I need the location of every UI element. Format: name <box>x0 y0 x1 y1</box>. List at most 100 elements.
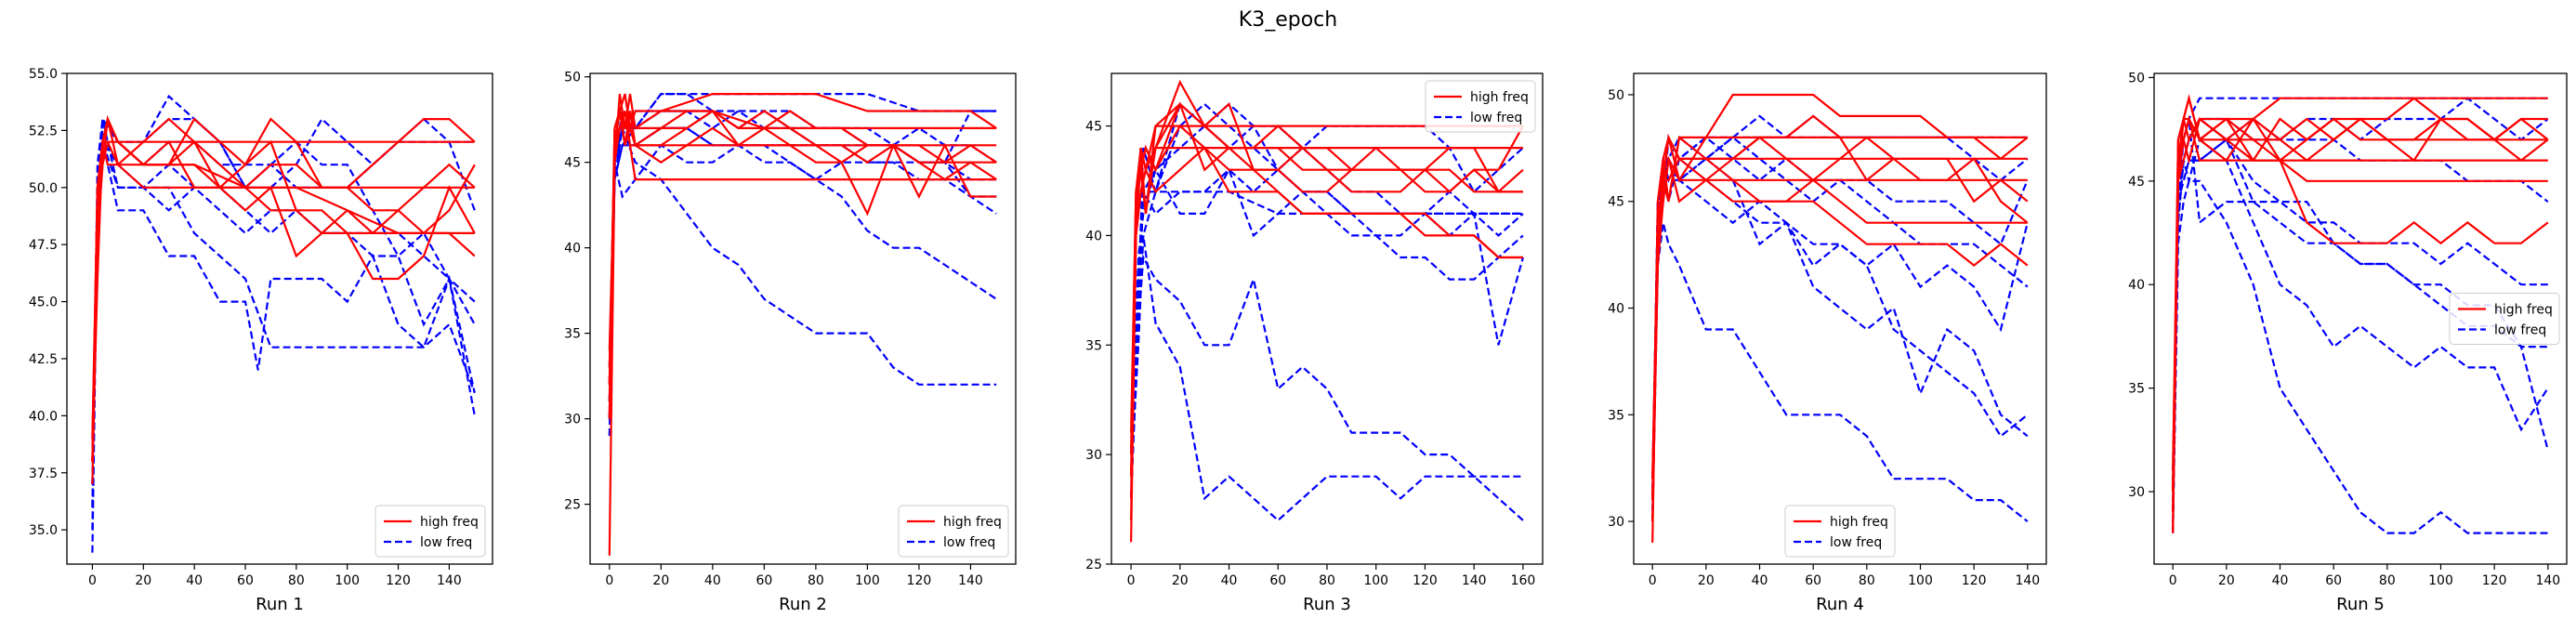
series-group <box>1130 79 1524 543</box>
y-tick-label: 25 <box>1085 558 1102 572</box>
x-tick-label: 60 <box>1269 573 1286 588</box>
y-tick-label: 40 <box>1608 302 1624 317</box>
x-tick-label: 80 <box>808 573 824 588</box>
x-tick-label: 80 <box>2379 573 2396 588</box>
x-tick-label: 60 <box>2325 573 2342 588</box>
y-tick-label: 40 <box>564 242 581 256</box>
high-freq-series-line-6 <box>1651 114 2029 522</box>
high-freq-series-line-5 <box>1651 135 2028 501</box>
x-tick-label: 120 <box>1413 573 1438 588</box>
x-tick-label: 120 <box>1962 573 1987 588</box>
high-freq-series-line-8 <box>1651 157 2029 501</box>
high-freq-series-line-2 <box>608 92 997 419</box>
x-axis-label: Run 3 <box>1303 595 1351 614</box>
y-tick-label: 45 <box>1085 120 1102 135</box>
legend-label-high: high freq <box>943 515 1002 530</box>
x-tick-label: 140 <box>958 573 983 588</box>
y-tick-label: 55.0 <box>29 67 58 82</box>
x-tick-label: 160 <box>1511 573 1536 588</box>
y-tick-label: 40 <box>2128 278 2145 293</box>
high-freq-series-line-6 <box>2172 117 2549 471</box>
x-tick-label: 140 <box>2015 573 2040 588</box>
x-tick-label: 140 <box>2535 573 2560 588</box>
legend: high freq low freq <box>1784 505 1896 558</box>
x-tick-label: 40 <box>1221 573 1238 588</box>
high-freq-series-line-7 <box>608 111 997 419</box>
y-tick-label: 45 <box>2128 175 2145 190</box>
legend-box <box>1425 80 1536 133</box>
low-freq-series-line-6 <box>608 125 997 419</box>
low-freq-series-line-1 <box>2172 97 2548 513</box>
high-freq-series-line-8 <box>91 115 476 462</box>
low-freq-series-line-8 <box>1130 235 1523 522</box>
axes-frame <box>2153 72 2568 565</box>
x-tick-label: 40 <box>704 573 721 588</box>
legend-box <box>2449 293 2560 345</box>
x-tick-label: 100 <box>2428 573 2453 588</box>
high-freq-series-line-5 <box>91 117 476 439</box>
legend: high freq low freq <box>1425 80 1536 133</box>
legend-label-high: high freq <box>420 515 479 530</box>
x-tick-label: 20 <box>1172 573 1189 588</box>
x-tick-label: 20 <box>2218 573 2235 588</box>
x-axis-label: Run 5 <box>2336 595 2385 614</box>
x-tick-label: 0 <box>1649 573 1657 588</box>
y-tick-label: 45.0 <box>29 296 58 310</box>
y-tick-label: 30 <box>1085 448 1102 463</box>
low-freq-series-line-6 <box>1651 157 2029 522</box>
y-tick-label: 30 <box>1608 515 1624 530</box>
x-tick-label: 120 <box>386 573 411 588</box>
x-tick-label: 20 <box>652 573 669 588</box>
x-tick-label: 0 <box>88 573 97 588</box>
legend-label-high: high freq <box>1470 90 1529 105</box>
y-tick-label: 50 <box>1608 88 1624 103</box>
x-tick-label: 100 <box>1363 573 1388 588</box>
y-tick-label: 42.5 <box>29 352 58 367</box>
y-tick-label: 50 <box>2128 71 2145 85</box>
series-group <box>91 94 476 553</box>
y-tick-label: 35 <box>1608 408 1624 423</box>
y-tick-label: 35 <box>564 327 581 342</box>
legend: high freq low freq <box>898 505 1009 558</box>
high-freq-series-line-6 <box>608 110 997 402</box>
legend-label-low: low freq <box>1830 535 1882 550</box>
x-tick-label: 60 <box>756 573 772 588</box>
subplot-4: 0 20 40 60 80 100 120 140 30 35 40 45 50 Run 4 high fr… <box>1608 72 2047 614</box>
x-axis-label: Run 2 <box>779 595 827 614</box>
y-tick-label: 50.0 <box>29 181 58 196</box>
legend-label-low: low freq <box>943 535 995 550</box>
low-freq-series-line-5 <box>608 110 997 419</box>
x-tick-label: 0 <box>2169 573 2177 588</box>
plot-area <box>1111 73 1543 564</box>
y-tick-label: 45 <box>564 156 581 171</box>
high-freq-series-line-8 <box>1130 146 1523 520</box>
y-tick-label: 35 <box>2128 382 2145 397</box>
x-tick-label: 140 <box>1462 573 1487 588</box>
legend-box <box>898 505 1009 558</box>
x-tick-label: 80 <box>1319 573 1335 588</box>
high-freq-series-line-8 <box>2172 94 2548 493</box>
subplot-2: 0 20 40 60 80 100 120 140 25 30 35 40 45 50 Run 2 high … <box>564 71 1017 614</box>
y-tick-label: 30 <box>2128 485 2145 500</box>
legend: high freq low freq <box>375 505 486 558</box>
high-freq-series-line-7 <box>1130 102 1523 477</box>
x-tick-label: 40 <box>186 573 203 588</box>
y-tick-label: 25 <box>564 498 581 513</box>
low-freq-series-line-6 <box>91 141 476 507</box>
figure-title: K3_epoch <box>1239 8 1337 32</box>
x-tick-label: 40 <box>2272 573 2289 588</box>
subplot-3: 0 20 40 60 80 100 120 140 160 25 30 35 40 45 Run 3 high… <box>1085 72 1544 614</box>
plot-area <box>67 73 493 564</box>
subplot-5: 0 20 40 60 80 100 120 140 30 35 40 45 50 Run 5 high fr… <box>2128 71 2568 614</box>
legend-label-high: high freq <box>1830 515 1888 530</box>
legend-label-low: low freq <box>2494 323 2546 338</box>
legend: high freq low freq <box>2449 293 2560 345</box>
legend-box <box>1784 505 1896 558</box>
low-freq-series-line-5 <box>91 118 476 462</box>
x-tick-label: 140 <box>437 573 462 588</box>
low-freq-series-line-6 <box>2172 138 2549 533</box>
x-axis-label: Run 4 <box>1816 595 1864 614</box>
x-tick-label: 80 <box>288 573 305 588</box>
x-tick-label: 20 <box>135 573 151 588</box>
